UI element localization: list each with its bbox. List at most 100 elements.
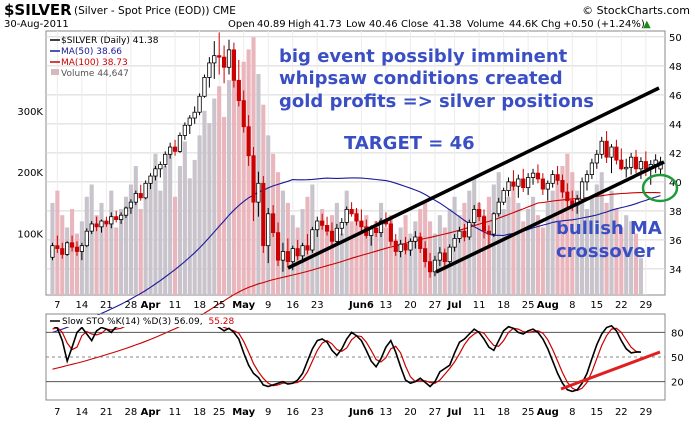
x-tick-label: 29 <box>639 300 652 311</box>
volume-bar <box>560 166 565 295</box>
volume-bar <box>325 227 330 295</box>
candle-body <box>104 220 109 225</box>
volume-bar <box>584 209 590 295</box>
candle-body <box>241 100 246 128</box>
candle-body <box>550 174 555 184</box>
volume-bar <box>339 233 344 295</box>
volume-bar <box>378 202 384 295</box>
legend-volume: Volume 44,647 <box>61 69 129 79</box>
candle-body <box>163 153 168 165</box>
ma50-line <box>52 177 661 333</box>
volume-bar <box>65 227 70 295</box>
volume-bar <box>570 172 575 295</box>
candle-body <box>413 236 418 242</box>
candle-body <box>177 135 183 152</box>
open-value: 40.89 <box>257 19 286 30</box>
x-tick-label: 29 <box>639 407 652 418</box>
ohlc-summary: Open 40.89 High 41.73 Low 40.46 Close 41… <box>228 19 651 30</box>
volume-bar <box>511 184 516 295</box>
volume-value: 44.6K <box>509 19 538 30</box>
x-tick-label: 20 <box>404 407 417 418</box>
volume-bar <box>148 178 153 295</box>
open-label: Open <box>228 19 255 30</box>
candle-body <box>290 248 295 263</box>
price-tick-label: 46 <box>669 91 682 102</box>
annotations: big event possibly imminent whipsaw cond… <box>279 46 662 262</box>
volume-bar <box>374 221 379 295</box>
candle-body <box>69 242 75 248</box>
x-tick-label: 11 <box>169 300 182 311</box>
candle-body <box>589 162 595 176</box>
volume-bar <box>629 221 634 295</box>
candle-body <box>143 182 148 199</box>
volume-bar <box>614 209 619 295</box>
x-tick-label: Apr <box>141 300 161 311</box>
candle-body <box>84 230 89 247</box>
candle-body <box>168 146 173 155</box>
candle-body <box>511 181 516 187</box>
volume-bar <box>545 202 550 295</box>
x-tick-label: May <box>232 407 255 418</box>
candle-body <box>555 174 560 181</box>
legend-swatch-volume <box>51 69 59 75</box>
volume-bar <box>393 239 398 295</box>
candle-body <box>599 140 604 155</box>
annotation-target: TARGET = 46 <box>344 133 475 154</box>
volume-bar <box>246 49 251 295</box>
volume-bar <box>619 227 624 295</box>
low-value: 40.46 <box>369 19 398 30</box>
volume-bar <box>638 258 643 295</box>
annotation-line-3: gold profits => silver positions <box>279 91 594 112</box>
volume-bar <box>104 221 109 295</box>
candle-body <box>373 227 379 234</box>
candle-body <box>408 240 413 251</box>
legend-price: $SILVER (Daily) 41.38 <box>61 36 159 46</box>
volume-bar <box>128 184 133 295</box>
candle-body <box>271 213 276 234</box>
volume-bar <box>609 190 614 295</box>
candle-body <box>540 178 545 190</box>
candle-body <box>128 201 134 209</box>
candle-body <box>496 201 501 215</box>
x-tick-label: Apr <box>141 407 161 418</box>
price-tick-label: 36 <box>669 236 682 247</box>
candle-body <box>300 245 305 257</box>
volume-bar <box>226 80 232 296</box>
candle-body <box>202 77 207 97</box>
volume-bar <box>398 227 403 295</box>
x-tick-label: 11 <box>169 407 182 418</box>
stochastic-tick-label: 80 <box>671 328 684 339</box>
candle-body <box>226 49 232 68</box>
annotation-crossover: crossover <box>556 241 655 262</box>
candle-body <box>638 161 644 170</box>
candle-body <box>114 216 119 220</box>
volume-bar <box>153 153 158 295</box>
volume-bar <box>197 135 202 295</box>
x-tick-label: 28 <box>125 407 138 418</box>
x-tick-label: Jul <box>446 407 461 418</box>
candle-body <box>133 193 138 203</box>
candle-body <box>501 190 506 203</box>
candle-body <box>138 193 143 199</box>
volume-bar <box>369 233 374 295</box>
candle-body <box>467 222 472 238</box>
candle-body <box>305 245 310 251</box>
candle-body <box>324 224 330 232</box>
chg-value: +0.50 (+1.24%) <box>563 19 645 30</box>
candle-body <box>236 79 241 102</box>
legend: $SILVER (Daily) 41.38 MA(50) 38.66 MA(10… <box>50 36 159 79</box>
candle-body <box>545 182 550 190</box>
volume-bar <box>123 196 129 295</box>
candle-body <box>629 156 634 168</box>
x-tick-label: 14 <box>76 300 89 311</box>
volume-bar <box>99 202 104 295</box>
chg-up-arrow-icon: ▲ <box>643 19 651 30</box>
volume-axis: 100K 200K 300K <box>17 107 43 241</box>
candle-body <box>403 243 408 251</box>
candle-body <box>339 222 344 229</box>
volume-bar <box>580 202 585 295</box>
candle-body <box>516 178 521 187</box>
x-tick-label: 11 <box>473 300 486 311</box>
legend-ma100: MA(100) 38.73 <box>61 58 128 68</box>
